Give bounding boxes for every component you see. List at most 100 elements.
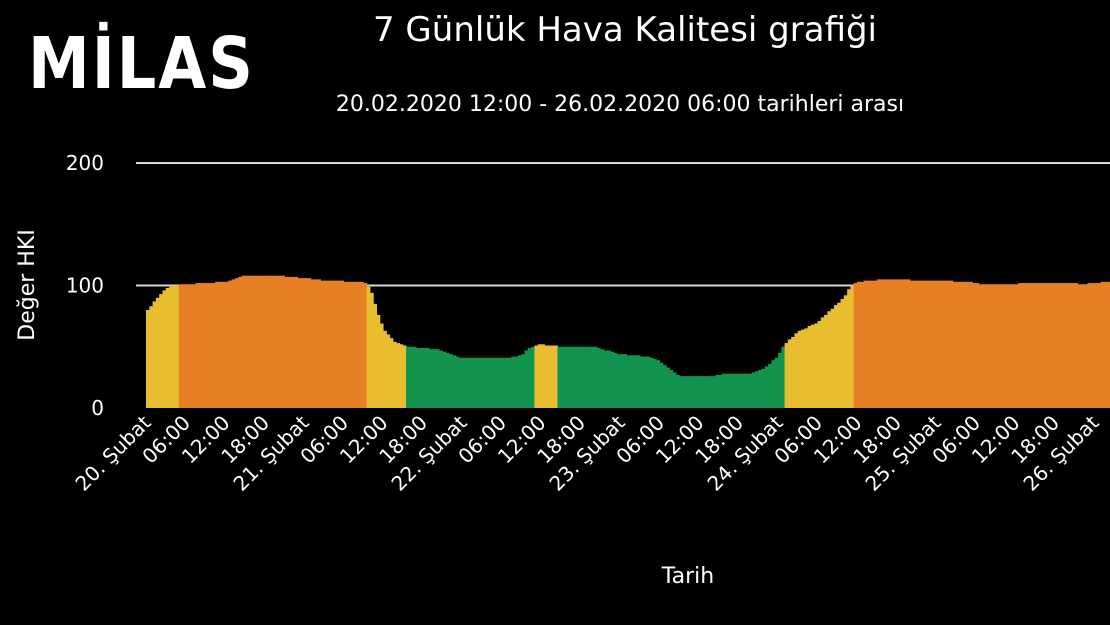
aqi-bar	[1034, 283, 1039, 408]
aqi-bar	[705, 376, 710, 408]
aqi-bar	[445, 352, 450, 409]
aqi-bar	[909, 280, 914, 408]
aqi-bar	[689, 376, 694, 408]
aqi-bar	[715, 374, 720, 408]
aqi-bar	[675, 374, 680, 408]
aqi-bar	[188, 284, 193, 408]
aqi-bar	[284, 276, 289, 408]
aqi-bar	[735, 373, 740, 408]
aqi-bar	[225, 281, 229, 408]
milas-logo: MİLAS	[28, 21, 255, 106]
aqi-bar	[768, 363, 773, 408]
aqi-bar	[376, 314, 381, 408]
aqi-bar	[636, 355, 641, 408]
aqi-bar	[580, 346, 585, 408]
aqi-bar	[998, 284, 1003, 408]
aqi-bar	[429, 349, 433, 408]
aqi-bar	[254, 275, 259, 408]
aqi-bar	[942, 280, 947, 408]
aqi-bar	[840, 298, 845, 408]
aqi-bar	[198, 283, 203, 408]
aqi-bar	[596, 347, 601, 408]
aqi-bar	[1031, 283, 1036, 408]
aqi-bar	[425, 347, 430, 408]
aqi-bar	[718, 374, 723, 408]
aqi-bar	[251, 275, 256, 408]
aqi-bar	[498, 357, 503, 408]
aqi-bar	[159, 294, 164, 408]
aqi-bar	[1008, 284, 1013, 408]
aqi-bar	[1061, 283, 1065, 408]
aqi-bar	[860, 281, 865, 408]
aqi-bar	[201, 283, 206, 408]
aqi-bar	[165, 287, 170, 408]
aqi-bar	[244, 275, 249, 408]
aqi-bar	[922, 280, 927, 408]
aqi-bar	[504, 357, 509, 408]
aqi-bar	[843, 295, 848, 408]
aqi-bar	[508, 357, 512, 408]
aqi-bar	[893, 279, 898, 409]
aqi-bar	[478, 357, 483, 408]
aqi-bar	[169, 286, 173, 408]
aqi-bar	[814, 323, 819, 408]
aqi-bar	[1021, 283, 1026, 408]
aqi-bar	[261, 275, 266, 408]
aqi-bar	[876, 279, 881, 409]
aqi-bar	[290, 276, 295, 408]
aqi-bar	[336, 280, 341, 408]
aqi-bar	[501, 357, 506, 408]
aqi-bar	[1005, 284, 1010, 408]
aqi-bar	[208, 283, 213, 408]
aqi-bar	[1051, 283, 1056, 408]
aqi-bar	[600, 349, 605, 408]
aqi-bar	[527, 347, 532, 408]
aqi-bar	[853, 283, 858, 408]
aqi-bar	[172, 285, 177, 408]
aqi-bar	[932, 280, 937, 408]
x-axis-label: Tarih	[661, 564, 714, 589]
aqi-bar	[182, 284, 187, 408]
aqi-bar	[359, 281, 364, 408]
aqi-bar	[613, 352, 618, 409]
aqi-bar	[241, 275, 246, 408]
aqi-bar	[307, 278, 312, 408]
aqi-bar	[481, 357, 486, 408]
aqi-bar	[870, 280, 875, 408]
aqi-bar	[455, 356, 460, 408]
aqi-bar	[383, 330, 387, 408]
aqi-bar	[985, 284, 990, 408]
aqi-bar	[866, 280, 871, 408]
aqi-bar	[195, 283, 200, 408]
aqi-bar	[1103, 281, 1108, 408]
aqi-bar	[155, 297, 160, 408]
aqi-bar	[471, 357, 476, 408]
aqi-bar	[784, 343, 789, 408]
aqi-bar	[350, 281, 354, 408]
aqi-bar	[327, 280, 331, 408]
aqi-bar	[991, 284, 996, 408]
aqi-bar	[534, 345, 539, 408]
aqi-bar	[616, 354, 621, 408]
aqi-bar	[537, 344, 542, 408]
aqi-bar	[521, 354, 526, 408]
aqi-bar	[356, 281, 361, 408]
aqi-bar	[494, 357, 499, 408]
aqi-bar	[363, 283, 368, 408]
aqi-bar	[313, 279, 318, 409]
aqi-bar	[1015, 284, 1019, 408]
aqi-bar	[389, 338, 394, 408]
aqi-bar	[1047, 283, 1052, 408]
aqi-bar	[149, 306, 154, 408]
aqi-bar	[1018, 283, 1023, 408]
aqi-bar	[544, 345, 549, 408]
aqi-bar	[287, 276, 292, 408]
aqi-bar	[366, 286, 371, 408]
aqi-bar	[764, 366, 769, 408]
aqi-bar	[511, 356, 516, 408]
aqi-bar	[1064, 283, 1069, 408]
aqi-bar	[485, 357, 489, 408]
aqi-bar	[778, 352, 782, 409]
aqi-bar	[1070, 283, 1075, 408]
